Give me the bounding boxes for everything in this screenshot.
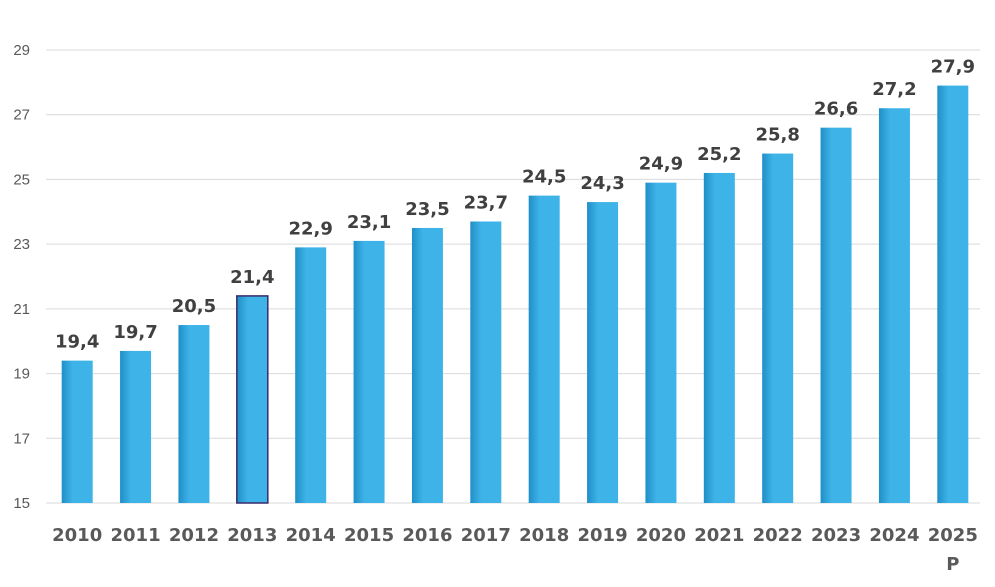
bar-2019 [587, 202, 619, 504]
y-tick-label: 25 [13, 171, 30, 188]
x-tick-label-2022: 2022 [753, 525, 803, 546]
y-tick-label: 21 [13, 301, 30, 318]
data-label-2023: 26,6 [814, 99, 858, 120]
data-label-2013: 21,4 [230, 267, 274, 288]
x-tick-label-2011: 2011 [111, 525, 161, 546]
data-label-2018: 24,5 [522, 167, 566, 188]
bar-2020 [645, 182, 677, 503]
x-tick-label-2010: 2010 [52, 525, 102, 546]
data-label-2012: 20,5 [172, 296, 216, 317]
bar-2012 [178, 325, 210, 503]
x-tick-label-2019: 2019 [578, 525, 628, 546]
y-tick-label: 17 [13, 430, 30, 447]
x-tick-label-2016: 2016 [402, 525, 452, 546]
x-tick-label-2014: 2014 [286, 525, 336, 546]
bar-2022 [762, 153, 794, 504]
x-tick-label-2012: 2012 [169, 525, 219, 546]
data-label-2016: 23,5 [405, 199, 449, 220]
bar-2021 [703, 172, 735, 503]
bar-2010 [61, 360, 93, 503]
bar-2015 [353, 240, 385, 503]
bars [61, 85, 969, 504]
x-axis: 2010 2011 2012 2013 2014 2015 2016 2017 2018 2019… [52, 525, 978, 575]
y-tick-label: 27 [13, 107, 30, 124]
data-label-2019: 24,3 [580, 173, 624, 194]
bar-2025 [937, 85, 969, 503]
bar-2016 [411, 227, 443, 503]
data-label-2020: 24,9 [639, 154, 683, 175]
x-tick-label-2024: 2024 [869, 525, 919, 546]
bar-2018 [528, 195, 560, 503]
data-label-2014: 22,9 [288, 218, 332, 239]
bar-2023 [820, 127, 852, 504]
y-axis: 15 17 19 21 23 25 27 29 [13, 42, 30, 512]
y-tick-label: 19 [13, 366, 30, 383]
x-tick-label-2018: 2018 [519, 525, 569, 546]
x-tick-label-2020: 2020 [636, 525, 686, 546]
x-tick-label-2023: 2023 [811, 525, 861, 546]
bar-2014 [295, 247, 327, 503]
x-tick-label-2015: 2015 [344, 525, 394, 546]
data-label-2017: 23,7 [464, 192, 508, 213]
data-label-2025: 27,9 [931, 57, 975, 78]
y-tick-label: 29 [13, 42, 30, 59]
data-label-2021: 25,2 [697, 144, 741, 165]
data-label-2022: 25,8 [755, 125, 799, 146]
x-tick-label-2013: 2013 [227, 525, 277, 546]
bar-2024 [878, 108, 910, 503]
data-label-2010: 19,4 [55, 332, 99, 353]
bar-2013 [236, 295, 269, 504]
y-tick-label: 15 [13, 495, 30, 512]
data-label-2011: 19,7 [113, 322, 157, 343]
data-label-2015: 23,1 [347, 212, 391, 233]
data-label-2024: 27,2 [872, 79, 916, 100]
y-tick-label: 23 [13, 236, 30, 253]
bar-2017 [470, 221, 502, 503]
x-tick-label-2021: 2021 [694, 525, 744, 546]
bar-2011 [120, 350, 152, 503]
x-tick-sublabel: P [946, 554, 959, 575]
data-labels: 19,4 19,7 20,5 21,4 22,9 23,1 23,5 23,7 24,5 24,3… [55, 57, 975, 353]
x-tick-label-2025: 2025 [928, 525, 978, 546]
x-tick-label-2017: 2017 [461, 525, 511, 546]
